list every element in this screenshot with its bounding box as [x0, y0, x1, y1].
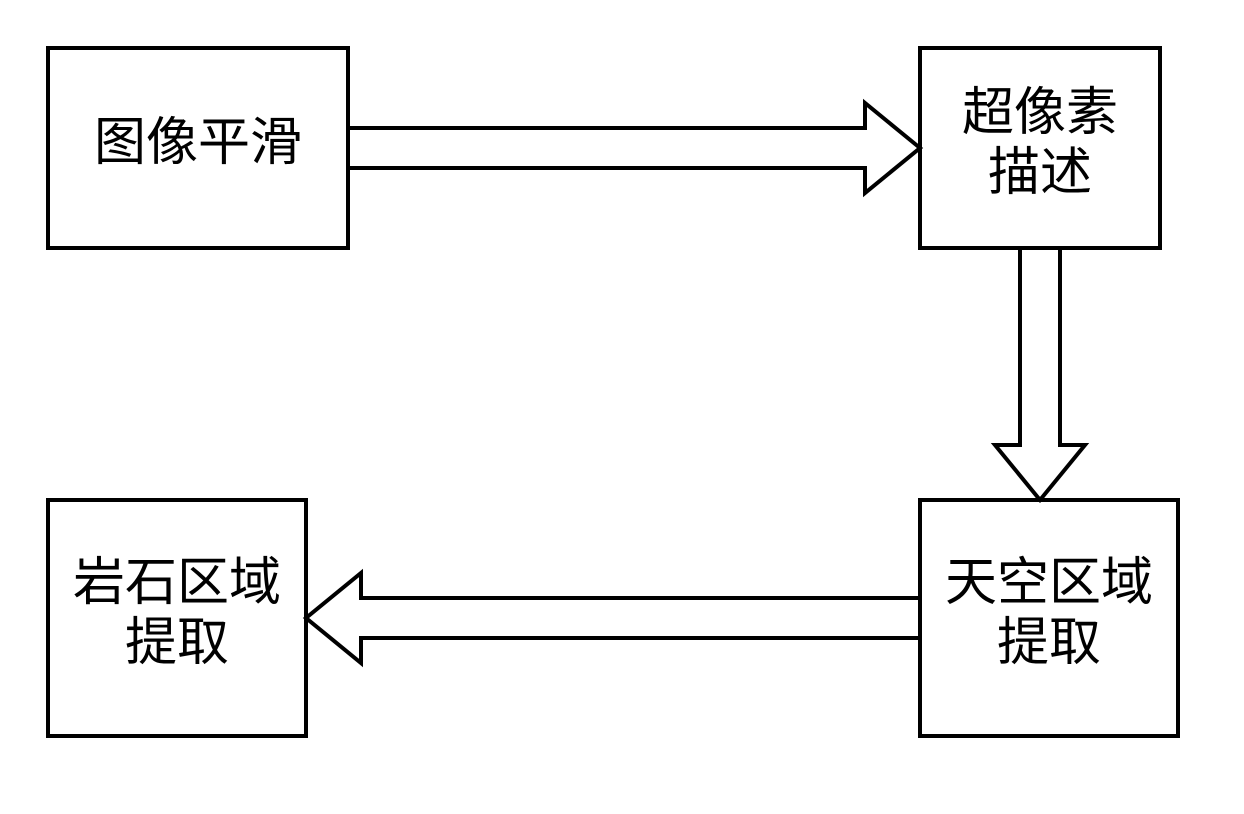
node-label: 天空区域 [945, 555, 1153, 612]
node-label: 提取 [125, 615, 229, 672]
flow-node-n3: 天空区域提取 [920, 500, 1178, 736]
arrow-e1 [348, 103, 920, 193]
node-label: 岩石区域 [73, 555, 281, 612]
flow-node-n1: 图像平滑 [48, 48, 348, 248]
node-label: 超像素 [962, 85, 1118, 142]
node-label: 图像平滑 [94, 115, 302, 172]
arrow-e2 [995, 248, 1085, 500]
node-label: 提取 [997, 615, 1101, 672]
flow-node-n4: 岩石区域提取 [48, 500, 306, 736]
node-label: 描述 [988, 145, 1092, 202]
flow-node-n2: 超像素描述 [920, 48, 1160, 248]
arrow-e3 [306, 573, 920, 663]
